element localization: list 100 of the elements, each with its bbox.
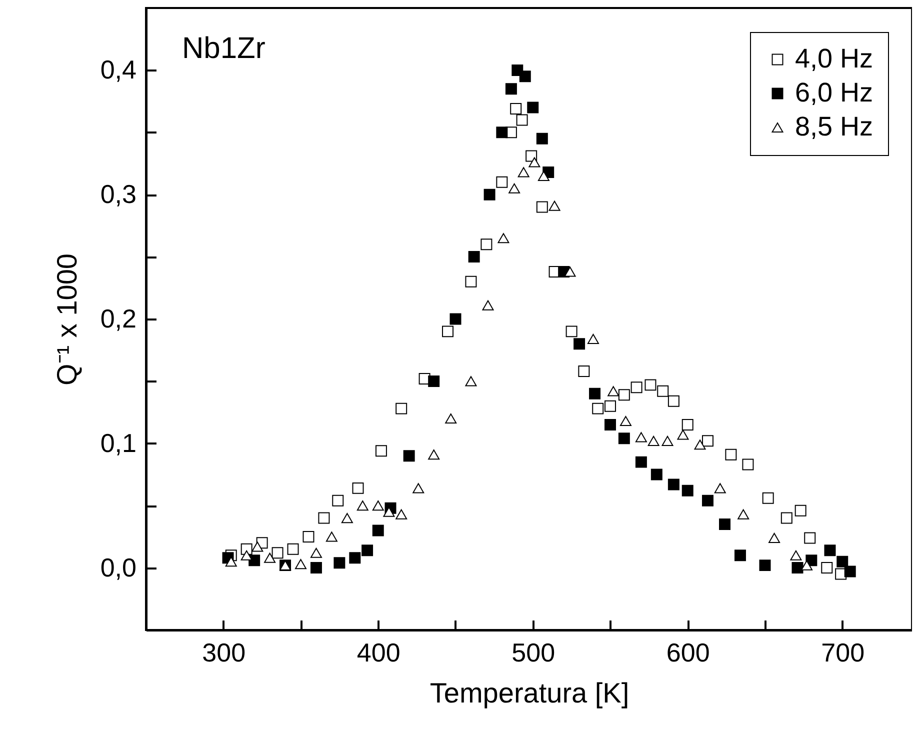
point (604, 418, 616, 430)
point (844, 566, 856, 578)
point (465, 276, 477, 288)
point (264, 552, 276, 563)
point (519, 70, 531, 82)
point (310, 548, 322, 558)
point (496, 126, 508, 138)
point (484, 188, 496, 200)
point (468, 251, 480, 263)
point (396, 509, 408, 520)
point (668, 395, 680, 407)
point (618, 432, 630, 444)
point (648, 436, 660, 446)
point (824, 544, 836, 556)
x-tick-label: 500 (512, 638, 556, 668)
point (518, 167, 530, 178)
point (662, 436, 674, 446)
point (272, 547, 284, 559)
point (465, 376, 477, 386)
point (836, 556, 848, 568)
legend-label: 4,0 Hz (795, 44, 874, 74)
point (608, 386, 620, 396)
point (536, 201, 548, 213)
y-tick-label: 0,0 (100, 552, 136, 582)
y-axis-title: Q⁻¹ x 1000 (51, 254, 82, 386)
x-tick-label: 400 (356, 638, 400, 668)
point (592, 402, 604, 414)
point (375, 445, 387, 457)
point (295, 559, 306, 570)
y-tick-label: 0,2 (100, 304, 136, 334)
point (644, 379, 656, 391)
point (821, 562, 833, 574)
point (589, 388, 601, 400)
annotation: Nb1Zr (182, 32, 266, 65)
point (508, 183, 520, 194)
point (650, 468, 662, 480)
point (326, 532, 338, 542)
legend-label: 8,5 Hz (795, 112, 874, 142)
y-tick-label: 0,4 (100, 54, 136, 85)
point (719, 518, 730, 530)
point (341, 513, 353, 524)
point (332, 494, 344, 506)
point (694, 440, 706, 450)
point (801, 560, 813, 570)
point (657, 385, 669, 397)
point (528, 157, 540, 168)
point (372, 524, 384, 536)
point (480, 238, 492, 250)
point (804, 532, 816, 544)
point (792, 562, 804, 574)
point (450, 313, 462, 325)
point (794, 504, 806, 516)
point (702, 435, 714, 447)
point (780, 512, 792, 524)
point (403, 450, 415, 462)
point (442, 326, 454, 338)
point (498, 233, 510, 244)
point (587, 334, 599, 344)
point (574, 338, 586, 350)
x-tick-label: 600 (666, 638, 710, 668)
point (564, 266, 576, 277)
point (620, 416, 632, 426)
point (356, 500, 368, 511)
point (287, 543, 299, 555)
point (516, 114, 528, 126)
point (635, 432, 647, 442)
point (604, 400, 616, 412)
point (738, 509, 750, 520)
point (630, 382, 642, 394)
point (302, 530, 314, 542)
point (790, 550, 802, 560)
point (734, 550, 746, 562)
point (318, 512, 330, 524)
legend-label: 6,0 Hz (795, 78, 874, 108)
point (725, 448, 737, 460)
point (352, 482, 364, 494)
point (349, 552, 361, 564)
point (372, 500, 384, 511)
point (702, 494, 714, 506)
point (412, 483, 424, 494)
x-axis-title: Temperatura [K] (430, 678, 630, 708)
point (396, 402, 408, 414)
point (252, 542, 264, 552)
point (496, 176, 508, 188)
point (510, 103, 522, 115)
point (536, 132, 548, 144)
point (677, 430, 689, 440)
point (742, 458, 754, 470)
point (310, 562, 322, 574)
y-tick-label: 0,3 (100, 179, 136, 210)
point (445, 413, 457, 424)
point (505, 83, 517, 95)
point (527, 102, 539, 114)
point (428, 375, 440, 387)
point (428, 450, 440, 460)
point (682, 418, 694, 430)
point (578, 366, 590, 377)
point (566, 326, 578, 338)
x-tick-label: 300 (202, 638, 246, 668)
point (548, 200, 560, 211)
